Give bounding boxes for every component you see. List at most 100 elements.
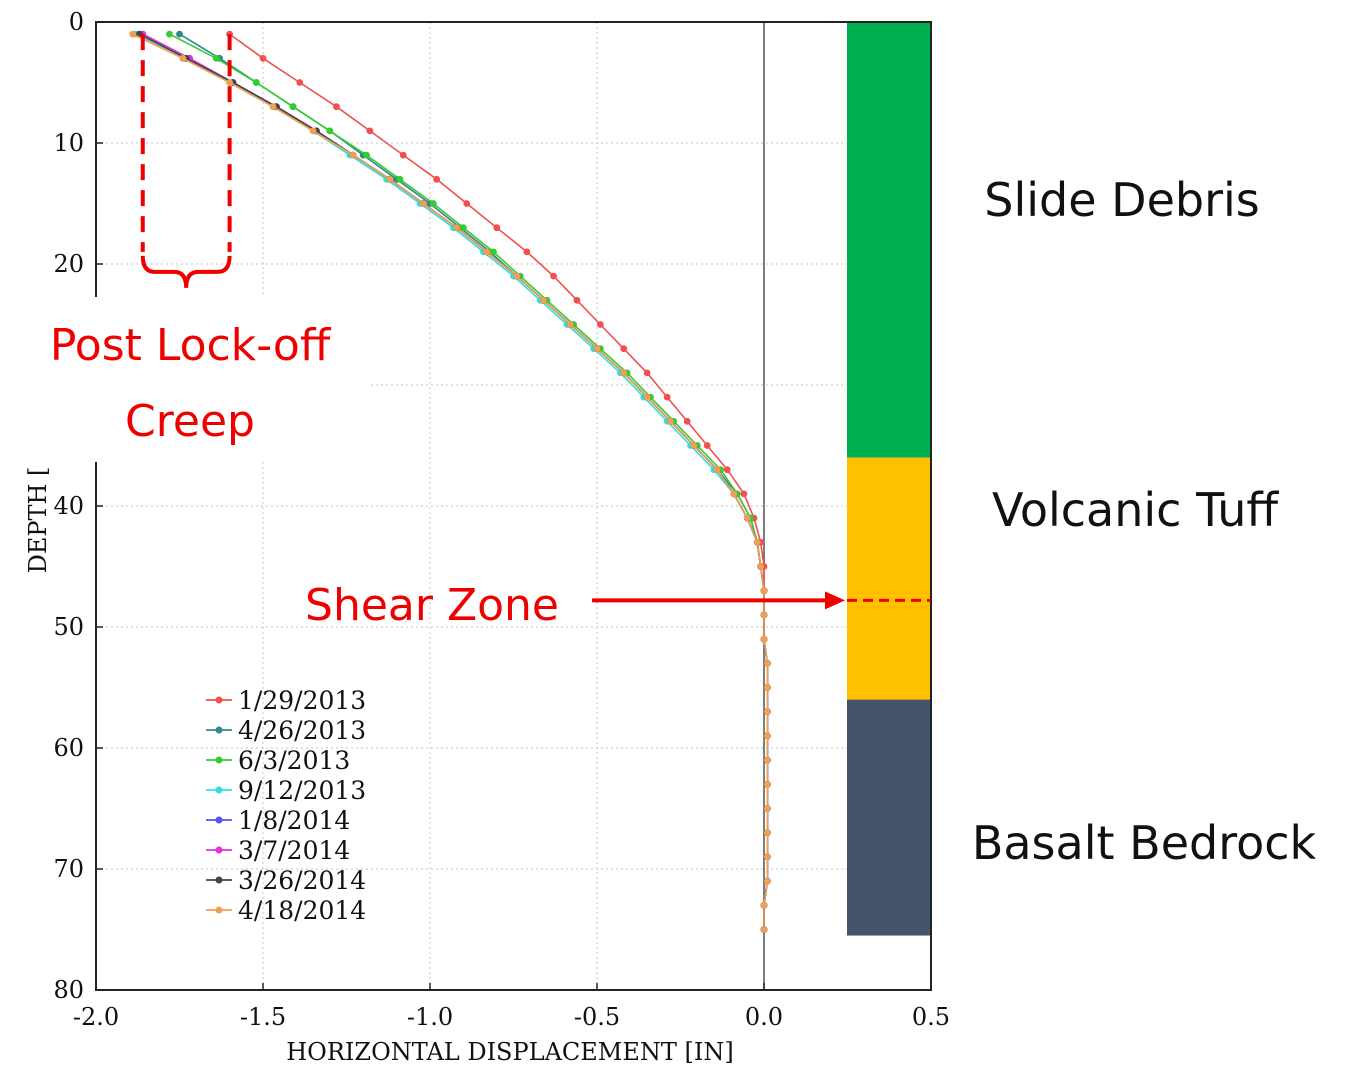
layer-slide-debris <box>847 22 931 458</box>
data-point <box>226 79 234 86</box>
legend-item: 1/29/2013 <box>206 686 366 715</box>
data-point <box>763 708 771 716</box>
legend-label: 4/18/2014 <box>238 896 366 925</box>
data-point <box>513 272 521 280</box>
data-point <box>179 54 187 62</box>
data-point <box>760 901 768 909</box>
y-tick-label: 60 <box>53 734 84 762</box>
data-point <box>713 466 721 474</box>
y-tick-label: 50 <box>53 613 84 641</box>
data-point <box>730 490 738 498</box>
data-point <box>573 296 581 304</box>
legend-swatch-marker <box>215 726 223 734</box>
x-tick-label: -1.0 <box>407 1003 453 1031</box>
data-point <box>429 200 437 207</box>
data-point <box>129 30 137 38</box>
legend-label: 1/29/2013 <box>238 686 366 715</box>
data-point <box>166 30 173 38</box>
legend-swatch-marker <box>215 756 223 764</box>
data-point <box>643 393 651 401</box>
data-point <box>740 490 748 498</box>
data-point <box>366 127 374 135</box>
geologic-layers <box>847 22 931 936</box>
layer-label-volcanic-tuff: Volcanic Tuff <box>992 483 1279 537</box>
creep-bracket <box>140 34 232 288</box>
legend: 1/29/20134/26/20136/3/20139/12/20131/8/2… <box>206 686 366 925</box>
data-point <box>763 853 771 861</box>
data-point <box>176 30 183 38</box>
data-point <box>760 587 768 595</box>
x-axis-title: HORIZONTAL DISPLACEMENT [IN] <box>286 1038 734 1066</box>
data-point <box>269 103 277 111</box>
data-point <box>252 79 260 86</box>
x-tick-label: -2.0 <box>73 1003 119 1031</box>
legend-item: 6/3/2013 <box>206 746 350 775</box>
data-point <box>493 224 501 232</box>
data-point <box>763 684 771 691</box>
legend-item: 9/12/2013 <box>206 776 366 805</box>
data-point <box>463 200 471 207</box>
data-point <box>743 514 751 522</box>
data-point <box>483 248 491 256</box>
legend-item: 3/7/2014 <box>206 836 350 865</box>
data-point <box>399 151 407 159</box>
creep-brace <box>140 255 232 288</box>
legend-label: 3/7/2014 <box>238 836 350 865</box>
legend-label: 4/26/2013 <box>238 716 366 745</box>
y-tick-label: 80 <box>53 976 84 1004</box>
tick-labels: -2.0-1.5-1.0-0.50.00.501020304050607080 <box>53 8 950 1031</box>
data-point <box>667 417 674 425</box>
data-point <box>540 296 547 304</box>
data-point <box>763 829 771 837</box>
data-point <box>363 151 370 159</box>
data-point <box>760 926 768 933</box>
data-point <box>259 54 267 62</box>
shear-zone-annotation <box>592 591 931 610</box>
layer-labels: Slide Debris Volcanic Tuff Basalt Bedrock <box>972 173 1317 870</box>
legend-item: 4/26/2013 <box>206 716 366 745</box>
data-point <box>763 877 771 885</box>
legend-label: 9/12/2013 <box>238 776 366 805</box>
x-tick-label: -1.5 <box>240 1003 286 1031</box>
data-point <box>396 175 404 183</box>
layer-volcanic-tuff <box>847 457 931 700</box>
grid-lines <box>96 22 931 990</box>
series-line <box>132 33 769 930</box>
data-point <box>289 103 297 111</box>
data-point <box>690 442 698 449</box>
data-point <box>620 345 628 353</box>
series-line <box>139 33 769 930</box>
data-point <box>723 466 731 474</box>
series-line <box>142 33 769 930</box>
y-tick-label: 40 <box>53 492 84 520</box>
data-point <box>433 175 441 183</box>
data-point <box>566 321 574 328</box>
y-tick-label: 20 <box>53 250 84 278</box>
data-point <box>763 659 771 667</box>
data-point <box>309 127 317 135</box>
legend-item: 4/18/2014 <box>206 896 366 925</box>
data-point <box>550 272 557 280</box>
data-point <box>620 369 628 377</box>
data-point <box>212 54 220 62</box>
data-point <box>760 611 768 619</box>
data-point <box>757 563 765 570</box>
legend-item: 1/8/2014 <box>206 806 350 835</box>
data-point <box>703 442 711 449</box>
data-point <box>490 248 497 256</box>
data-point <box>326 127 334 135</box>
shear-zone-label: Shear Zone <box>305 580 559 631</box>
data-point <box>333 103 340 111</box>
data-point <box>459 224 467 232</box>
data-point <box>386 175 394 183</box>
data-point <box>683 417 691 425</box>
data-point <box>523 248 531 256</box>
data-point <box>453 224 461 232</box>
data-point <box>753 538 761 546</box>
legend-swatch-marker <box>215 816 223 824</box>
data-point <box>663 393 671 401</box>
creep-label-line1: Post Lock-off <box>50 320 332 371</box>
data-point <box>763 805 771 812</box>
legend-label: 6/3/2013 <box>238 746 350 775</box>
